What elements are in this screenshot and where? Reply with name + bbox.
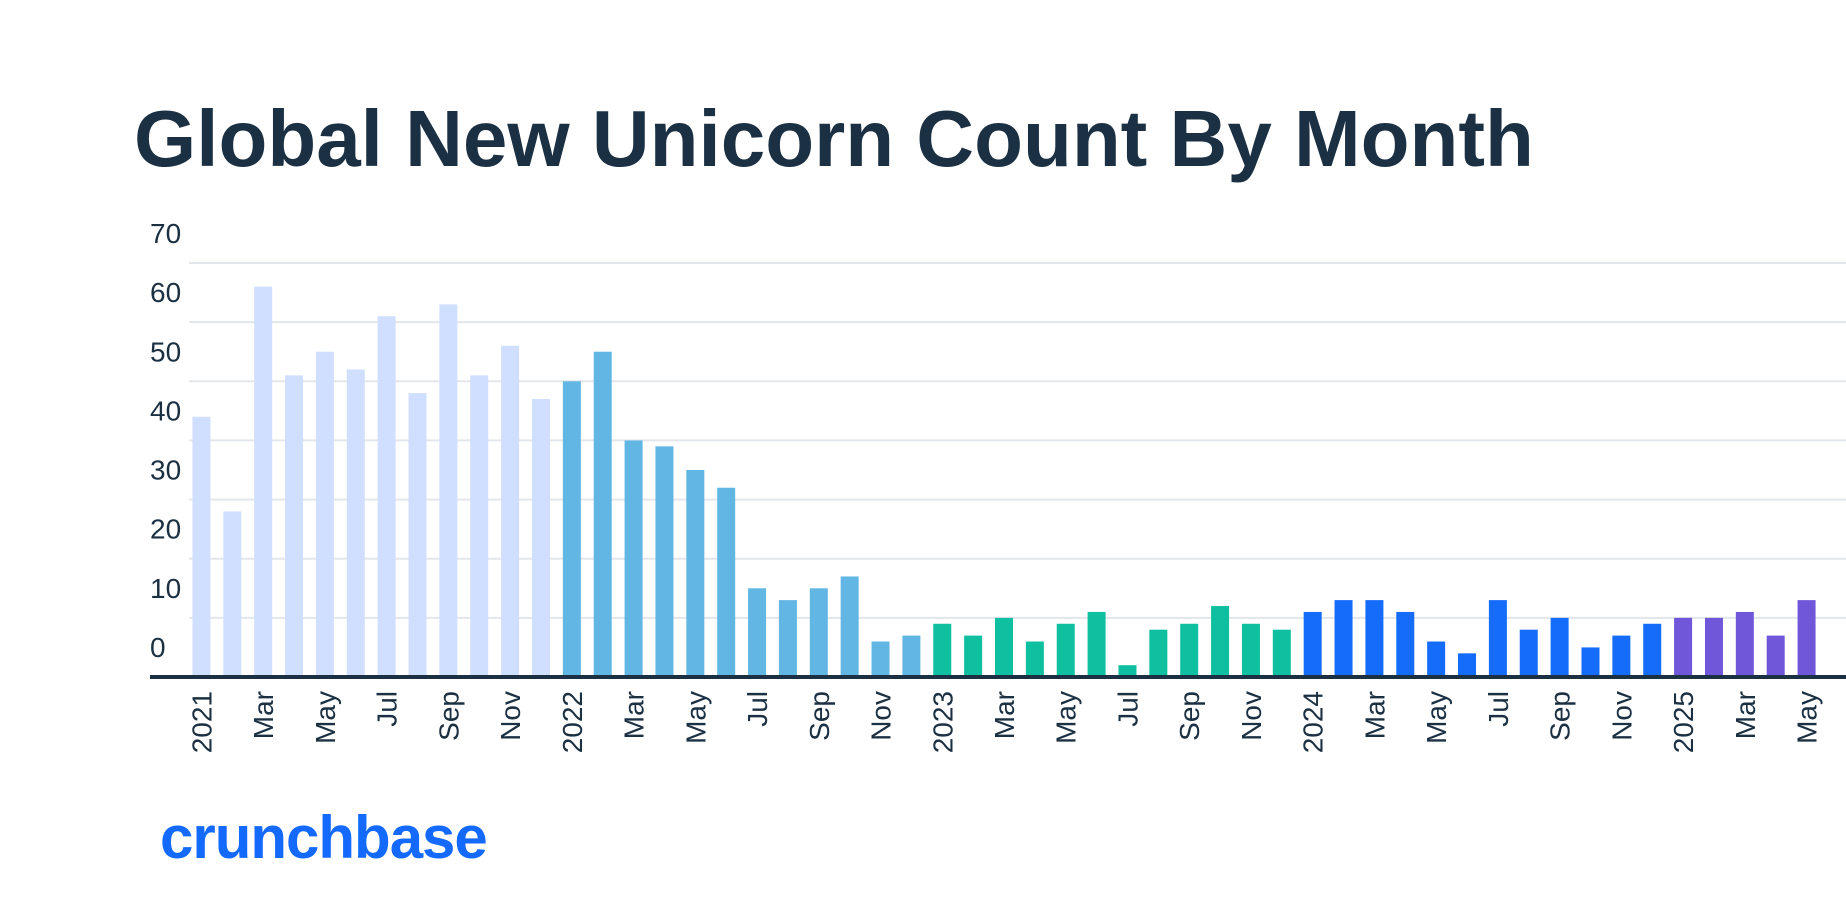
bar xyxy=(624,440,643,677)
bar xyxy=(192,416,211,677)
y-tick-label: 60 xyxy=(150,277,181,308)
bar xyxy=(1211,606,1230,677)
bar xyxy=(1303,611,1322,677)
x-tick-label: Sep xyxy=(804,691,835,741)
bar xyxy=(717,487,736,677)
x-tick-label: Jul xyxy=(742,691,773,727)
bar xyxy=(1674,617,1693,677)
x-tick-label: May xyxy=(1792,691,1823,744)
x-tick-label: May xyxy=(1421,691,1452,744)
y-tick-label: 10 xyxy=(150,573,181,604)
y-tick-label: 20 xyxy=(150,514,181,545)
x-tick-label: 2023 xyxy=(927,691,958,753)
bar xyxy=(562,381,581,677)
bar xyxy=(686,470,705,677)
bar xyxy=(1087,611,1106,677)
x-tick-label: Nov xyxy=(495,691,526,741)
x-tick-label: Nov xyxy=(866,691,897,741)
bar xyxy=(1427,641,1446,677)
bar xyxy=(223,511,242,677)
x-tick-label: Jul xyxy=(1112,691,1143,727)
bar xyxy=(1025,641,1044,677)
bar xyxy=(778,600,797,677)
x-tick-label: Mar xyxy=(619,691,650,739)
bar xyxy=(1612,635,1631,677)
bar xyxy=(1149,629,1168,677)
bar xyxy=(748,588,767,677)
bar xyxy=(254,286,273,677)
bar xyxy=(315,351,334,677)
x-tick-label: 2021 xyxy=(186,691,217,753)
bar xyxy=(408,393,427,677)
bar xyxy=(871,641,890,677)
bar xyxy=(995,617,1013,677)
bar xyxy=(1396,611,1415,677)
bar xyxy=(285,375,304,677)
bar xyxy=(1550,617,1569,677)
y-tick-label: 40 xyxy=(150,395,181,426)
bar xyxy=(1643,623,1662,677)
bar xyxy=(1118,665,1137,677)
bar xyxy=(1704,617,1723,677)
x-tick-label: Nov xyxy=(1606,691,1637,741)
x-tick-label: Sep xyxy=(1545,691,1576,741)
x-tick-label: May xyxy=(310,691,341,744)
bar xyxy=(1797,600,1816,677)
bar xyxy=(933,623,952,677)
bar xyxy=(902,635,921,677)
x-tick-label: Mar xyxy=(248,691,279,739)
bar xyxy=(1272,629,1291,677)
bar xyxy=(1766,635,1785,677)
x-tick-label: May xyxy=(1051,691,1082,744)
bar xyxy=(346,369,365,677)
x-tick-label: Mar xyxy=(1359,691,1390,739)
bar xyxy=(964,635,983,677)
bar xyxy=(501,345,520,677)
x-tick-label: 2022 xyxy=(557,691,588,753)
x-tick-label: Mar xyxy=(989,691,1020,739)
bar xyxy=(809,588,828,677)
x-tick-label: May xyxy=(680,691,711,744)
x-tick-label: Nov xyxy=(1236,691,1267,741)
y-tick-label: 50 xyxy=(150,336,181,367)
bar xyxy=(1488,600,1507,677)
bar xyxy=(470,375,489,677)
bar xyxy=(1241,623,1260,677)
bar xyxy=(1581,647,1600,677)
x-tick-label: 2025 xyxy=(1668,691,1699,753)
bar xyxy=(439,304,458,677)
bar xyxy=(1458,653,1477,677)
bar xyxy=(1735,611,1754,677)
x-tick-label: Mar xyxy=(1730,691,1761,739)
x-tick-label: Jul xyxy=(372,691,403,727)
bar xyxy=(377,316,396,677)
bar xyxy=(1180,623,1199,677)
y-tick-label: 70 xyxy=(150,218,181,249)
x-tick-label: Jul xyxy=(1483,691,1514,727)
y-tick-label: 30 xyxy=(150,455,181,486)
chart-title: Global New Unicorn Count By Month xyxy=(134,94,1534,183)
bar xyxy=(655,446,674,677)
bar xyxy=(1519,629,1538,677)
x-tick-label: 2024 xyxy=(1298,691,1329,753)
x-tick-label: Sep xyxy=(433,691,464,741)
bar xyxy=(1334,600,1353,677)
bar xyxy=(531,399,550,677)
x-tick-label: Sep xyxy=(1174,691,1205,741)
bar xyxy=(1056,623,1075,677)
logo: crunchbase xyxy=(160,804,487,871)
y-tick-label: 0 xyxy=(150,632,166,663)
bar xyxy=(593,351,612,677)
bar xyxy=(840,576,859,677)
bar xyxy=(1365,600,1384,677)
